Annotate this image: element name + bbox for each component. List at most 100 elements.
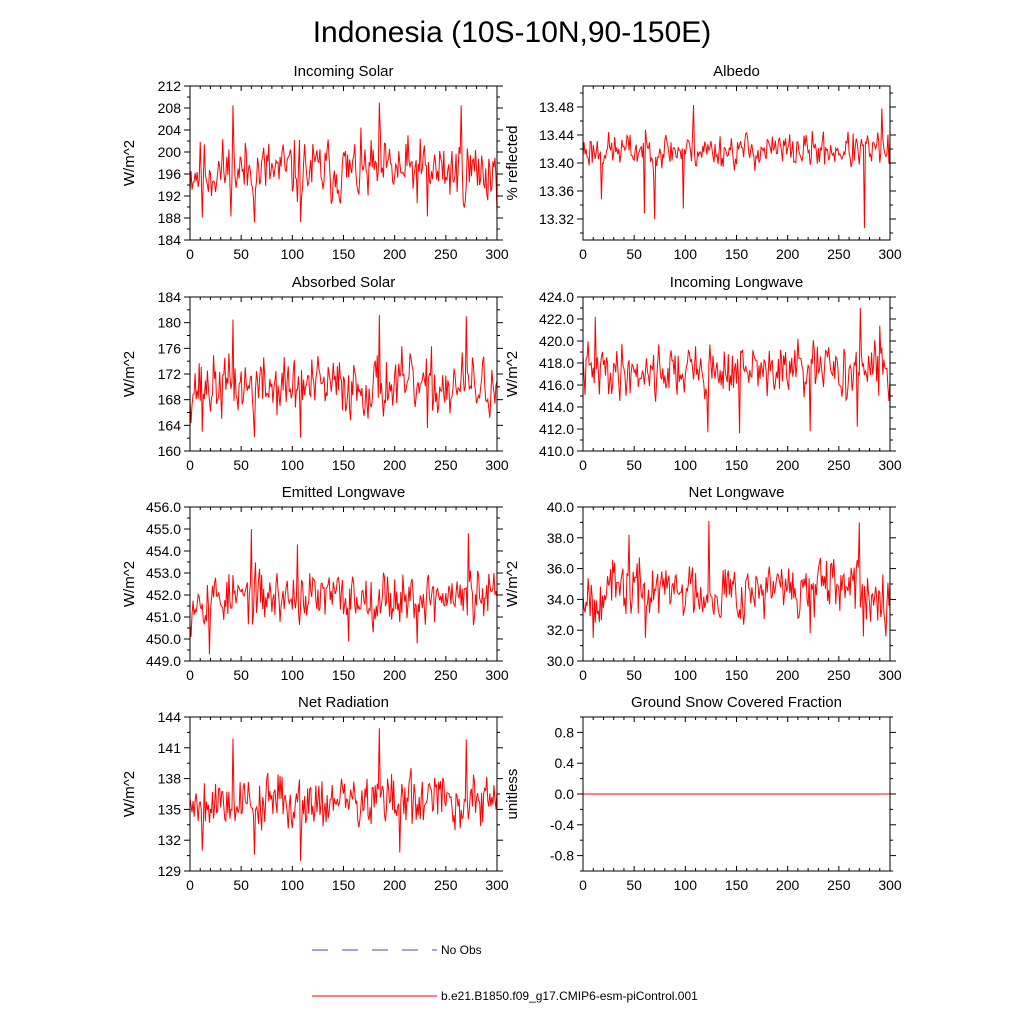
y-tick-label: 13.40 (539, 155, 574, 171)
x-tick-label: 50 (233, 667, 249, 683)
x-tick-label: 200 (776, 457, 800, 473)
y-tick-label: 132 (158, 832, 182, 848)
chart-panel: 0 50 100 150 200 250 300 160 164 168 172 176 180 184 A… (121, 274, 509, 473)
plot-frame (189, 296, 498, 452)
y-tick-label: 13.36 (539, 183, 574, 199)
x-tick-label: 0 (186, 667, 194, 683)
series-line (190, 728, 497, 861)
y-tick-label: 172 (158, 366, 182, 382)
y-tick-label: 138 (158, 771, 182, 787)
chart-panel: 0 50 100 150 200 250 300 184 188 192 196 200 204 208 2… (121, 63, 509, 262)
y-tick-label: 455.0 (146, 521, 181, 537)
y-tick-label: 410.0 (539, 443, 574, 459)
y-tick-label: 420.0 (539, 333, 574, 349)
x-tick-label: 150 (332, 667, 356, 683)
chart-panel: 0 50 100 150 200 250 300 30.0 32.0 34.0 36.0 38.0 40… (504, 484, 902, 683)
x-tick-label: 200 (776, 877, 800, 893)
x-tick-label: 50 (233, 457, 249, 473)
x-tick-label: 150 (332, 246, 356, 262)
x-tick-label: 50 (626, 457, 642, 473)
series-line (190, 314, 497, 438)
y-tick-label: 416.0 (539, 377, 574, 393)
y-tick-label: 0.4 (555, 755, 575, 771)
panel-title: Ground Snow Covered Fraction (631, 694, 842, 711)
x-tick-label: 300 (485, 667, 509, 683)
y-tick-label: 184 (158, 232, 182, 248)
y-axis-label: % reflected (504, 125, 521, 200)
y-axis-label: W/m^2 (504, 351, 521, 397)
chart-panel: 0 50 100 150 200 250 300 129 132 135 138 141 144 Net … (121, 694, 509, 893)
x-tick-label: 150 (725, 246, 749, 262)
x-tick-label: 100 (281, 457, 305, 473)
y-tick-label: 451.0 (146, 609, 181, 625)
x-tick-label: 250 (434, 246, 458, 262)
y-tick-label: 184 (158, 289, 182, 305)
x-tick-label: 50 (626, 246, 642, 262)
x-tick-label: 0 (186, 877, 194, 893)
y-tick-label: 160 (158, 443, 182, 459)
x-tick-label: 250 (434, 457, 458, 473)
x-tick-label: 300 (878, 457, 902, 473)
x-tick-label: 50 (626, 877, 642, 893)
x-tick-label: 250 (434, 877, 458, 893)
panel-title: Absorbed Solar (292, 274, 395, 291)
series-line (583, 104, 890, 229)
y-tick-label: 418.0 (539, 355, 574, 371)
x-tick-label: 200 (776, 667, 800, 683)
x-tick-label: 100 (674, 246, 698, 262)
y-tick-label: 180 (158, 315, 182, 331)
y-tick-label: 0.0 (555, 786, 575, 802)
y-axis-label: unitless (504, 769, 521, 820)
y-tick-label: 40.0 (547, 499, 574, 515)
chart-panel: 0 50 100 150 200 250 300 410.0 412.0 414.0 416.0 41… (504, 274, 902, 473)
y-tick-label: 38.0 (547, 530, 574, 546)
y-tick-label: 164 (158, 417, 182, 433)
x-tick-label: 300 (878, 877, 902, 893)
legend: No Obs b.e21.B1850.f09_g17.CMIP6-esm-piCo… (312, 943, 698, 1003)
x-tick-label: 300 (878, 246, 902, 262)
x-tick-label: 250 (827, 667, 851, 683)
x-tick-label: 50 (233, 877, 249, 893)
y-tick-label: -0.8 (550, 848, 574, 864)
legend-label: b.e21.B1850.f09_g17.CMIP6-esm-piControl.… (441, 989, 698, 1003)
x-tick-label: 200 (383, 667, 407, 683)
x-tick-label: 100 (674, 877, 698, 893)
y-tick-label: 192 (158, 188, 182, 204)
y-tick-label: 36.0 (547, 561, 574, 577)
panel-grid: 0 50 100 150 200 250 300 184 188 192 196 200 204 208 2… (121, 63, 902, 893)
x-tick-label: 200 (383, 457, 407, 473)
y-tick-label: 30.0 (547, 653, 574, 669)
x-tick-label: 150 (725, 877, 749, 893)
x-tick-label: 100 (281, 246, 305, 262)
y-axis-label: W/m^2 (121, 351, 138, 397)
x-tick-label: 150 (725, 457, 749, 473)
y-tick-label: -0.4 (550, 817, 574, 833)
y-tick-label: 212 (158, 78, 182, 94)
y-tick-label: 452.0 (146, 587, 181, 603)
y-tick-label: 456.0 (146, 499, 181, 515)
y-tick-label: 412.0 (539, 421, 574, 437)
y-tick-label: 453.0 (146, 565, 181, 581)
x-tick-label: 100 (674, 667, 698, 683)
x-tick-label: 0 (579, 246, 587, 262)
x-tick-label: 0 (579, 667, 587, 683)
panel-title: Albedo (713, 63, 760, 80)
panel-title: Incoming Longwave (670, 274, 803, 291)
y-tick-label: 141 (158, 740, 182, 756)
y-tick-label: 450.0 (146, 631, 181, 647)
y-tick-label: 168 (158, 392, 182, 408)
y-tick-label: 204 (158, 122, 182, 138)
x-tick-label: 300 (485, 877, 509, 893)
x-tick-label: 250 (434, 667, 458, 683)
figure-title: Indonesia (10S-10N,90-150E) (313, 16, 712, 49)
x-tick-label: 50 (626, 667, 642, 683)
y-tick-label: 129 (158, 863, 182, 879)
y-tick-label: 34.0 (547, 591, 574, 607)
y-tick-label: 422.0 (539, 311, 574, 327)
x-tick-label: 300 (485, 246, 509, 262)
y-tick-label: 135 (158, 801, 182, 817)
x-tick-label: 200 (776, 246, 800, 262)
y-tick-label: 196 (158, 166, 182, 182)
y-tick-label: 414.0 (539, 399, 574, 415)
